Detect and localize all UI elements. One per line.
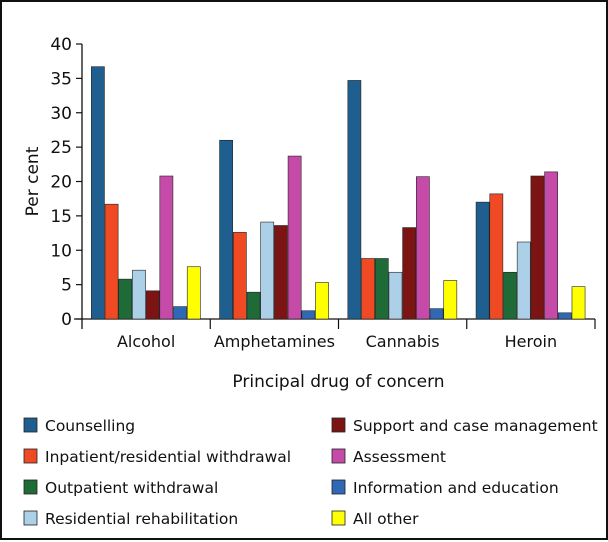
bar-cannabis-series-3 <box>374 258 389 320</box>
bar-heroin-series-2 <box>489 193 504 320</box>
legend-label-2: Inpatient/residential withdrawal <box>45 448 291 466</box>
bar-cannabis-series-1 <box>347 80 362 320</box>
legend-swatch-8 <box>331 510 346 526</box>
x-tick-label-alcohol: Alcohol <box>117 332 175 351</box>
x-axis-title: Principal drug of concern <box>232 372 444 392</box>
bar-cannabis-series-7 <box>429 308 444 320</box>
y-tick-label: 40 <box>50 35 72 55</box>
legend-label-4: Residential rehabilitation <box>45 510 238 528</box>
labels: 0 5 10 15 20 25 30 35 40 Alcohol Amphetamines Canna… <box>50 35 557 351</box>
bar-amphetamines-series-5 <box>274 225 288 320</box>
bar-alcohol-series-7 <box>173 306 187 320</box>
bar-amphetamines-series-6 <box>287 155 302 320</box>
y-tick-label: 35 <box>50 69 72 89</box>
legend-swatch-1 <box>23 417 38 433</box>
bar-cannabis-series-6 <box>416 176 430 320</box>
legend-label-7: Information and education <box>353 479 559 497</box>
legend-swatch-2 <box>23 448 38 464</box>
bar-cannabis-series-8 <box>443 280 458 320</box>
bar-heroin-series-8 <box>571 286 586 320</box>
y-tick-label: 0 <box>61 310 72 330</box>
bar-heroin-series-6 <box>544 171 558 320</box>
bar-heroin-series-7 <box>557 312 572 320</box>
bar-amphetamines-series-3 <box>246 291 261 320</box>
bar-cannabis-series-4 <box>388 271 403 320</box>
bar-amphetamines-series-7 <box>301 310 316 320</box>
y-tick-label: 25 <box>50 138 72 158</box>
bar-alcohol-series-4 <box>132 269 146 320</box>
bar-amphetamines-series-1 <box>219 139 233 320</box>
bar-alcohol-series-3 <box>118 278 133 320</box>
bar-amphetamines-series-8 <box>315 282 329 320</box>
legend-label-6: Assessment <box>353 448 446 466</box>
x-tick-label-heroin: Heroin <box>505 332 557 351</box>
bars <box>91 66 586 320</box>
x-tick-label-amphetamines: Amphetamines <box>214 332 335 351</box>
legend: Counselling Inpatient/residential withdra… <box>23 417 598 528</box>
legend-swatch-6 <box>331 448 346 464</box>
legend-swatch-5 <box>331 417 346 433</box>
bar-amphetamines-series-2 <box>232 232 247 320</box>
bar-alcohol-series-2 <box>104 203 119 320</box>
bar-alcohol-series-5 <box>145 290 160 320</box>
bar-heroin-series-4 <box>516 241 531 320</box>
legend-label-8: All other <box>353 510 419 528</box>
legend-swatch-7 <box>331 479 346 495</box>
bar-heroin-series-3 <box>503 271 517 320</box>
x-tick-label-cannabis: Cannabis <box>366 332 440 351</box>
y-tick-label: 10 <box>50 241 72 261</box>
legend-label-3: Outpatient withdrawal <box>45 479 218 497</box>
bar-amphetamines-series-4 <box>260 221 275 320</box>
y-tick-label: 15 <box>50 207 72 227</box>
bar-heroin-series-5 <box>530 175 545 320</box>
y-tick-label: 20 <box>50 173 72 193</box>
y-tick-label: 5 <box>61 276 72 296</box>
legend-swatch-3 <box>23 479 38 495</box>
y-axis-title: Per cent <box>23 146 43 216</box>
legend-swatch-4 <box>23 510 38 526</box>
bar-alcohol-series-1 <box>91 66 105 320</box>
legend-label-1: Counselling <box>45 417 135 435</box>
bar-alcohol-series-6 <box>159 175 174 320</box>
bar-alcohol-series-8 <box>186 266 201 320</box>
bar-cannabis-series-2 <box>361 258 375 320</box>
y-tick-label: 30 <box>50 104 72 124</box>
legend-label-5: Support and case management <box>353 417 598 435</box>
bar-heroin-series-1 <box>475 201 490 320</box>
bar-cannabis-series-5 <box>402 227 417 320</box>
